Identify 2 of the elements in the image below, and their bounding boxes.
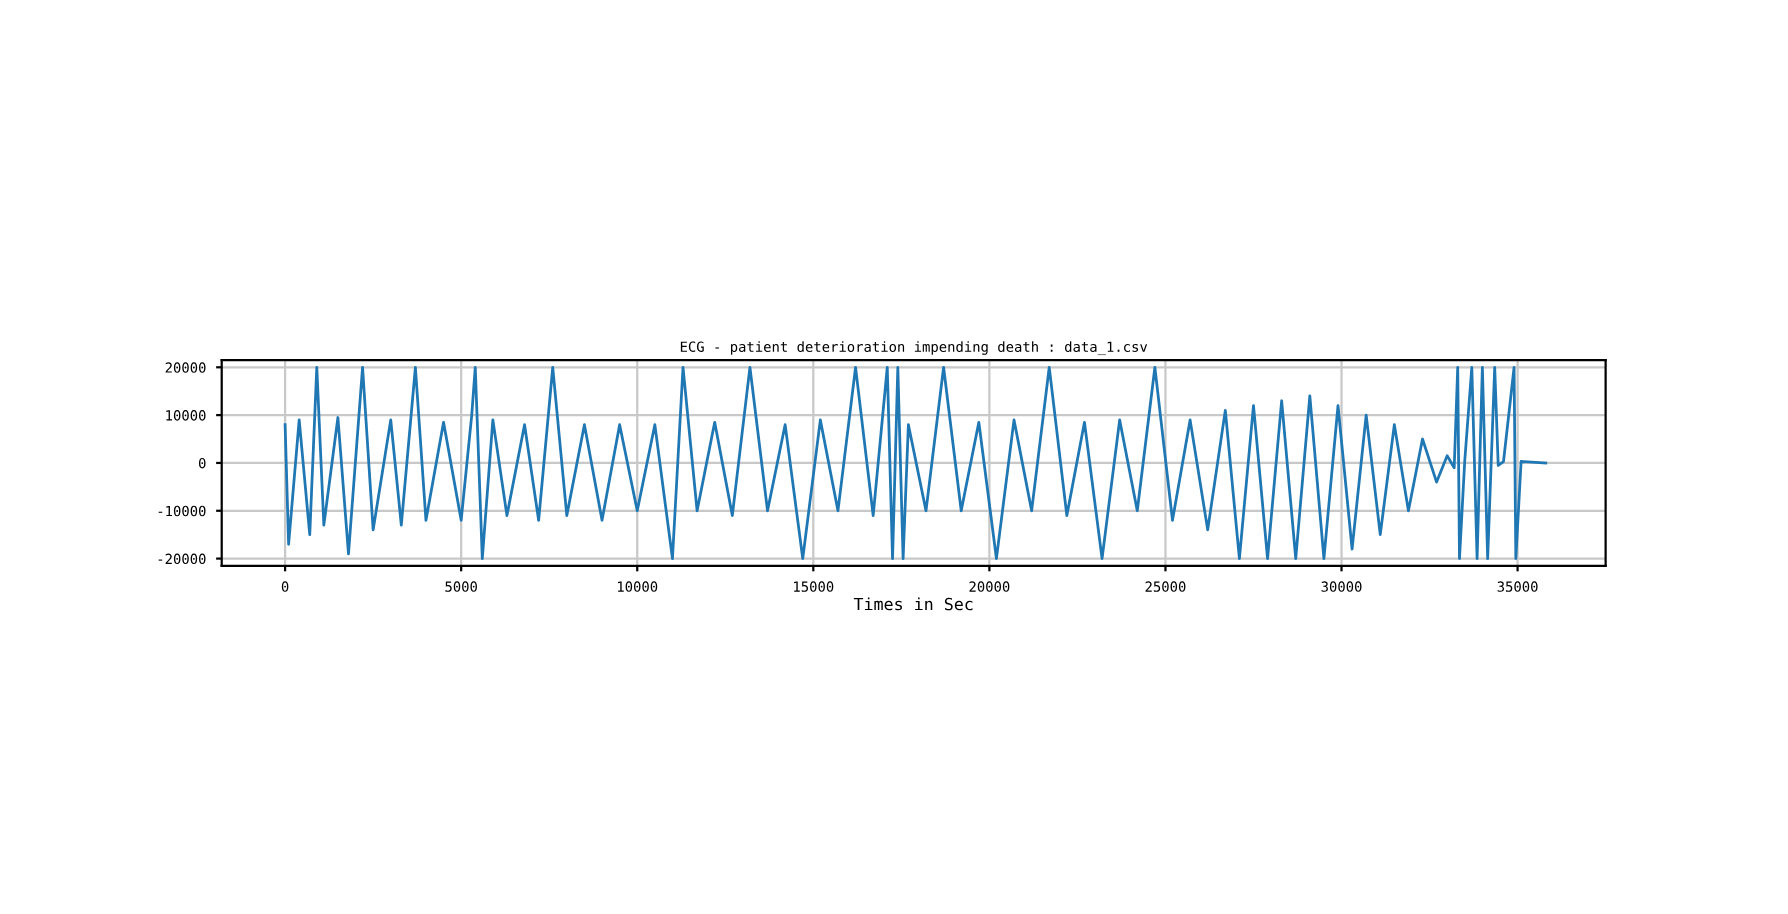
- line-series: [283, 365, 1548, 560]
- x-axis-title: Times in Sec: [853, 597, 973, 611]
